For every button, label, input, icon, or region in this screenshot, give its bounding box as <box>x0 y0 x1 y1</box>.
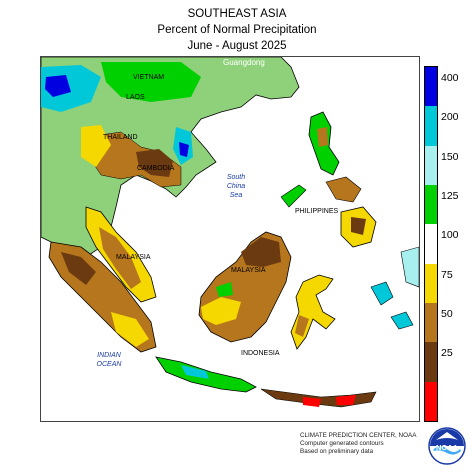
precipitation-map: Guangdong VIETNAM LAOS THAILAND CAMBODIA… <box>41 57 419 408</box>
credit-line-2: Computer generated contours <box>300 440 384 447</box>
legend-tick-label: 50 <box>441 308 453 320</box>
legend-swatch <box>425 224 437 264</box>
landmass-borneo-north-verydry <box>241 237 281 267</box>
legend-swatch <box>425 145 437 185</box>
label-south-china-sea-1: South <box>227 174 245 181</box>
landmass-maluku <box>370 281 414 330</box>
credit-block: CLIMATE PREDICTION CENTER, NOAA Computer… <box>300 432 416 456</box>
legend-tick-label: 75 <box>441 268 453 281</box>
map-title: SOUTHEAST ASIA Percent of Normal Precipi… <box>0 6 474 54</box>
landmass-thailand-yellow <box>81 125 111 167</box>
landmass-philippines-luzon-dry <box>317 127 328 147</box>
label-indonesia: INDONESIA <box>241 350 280 357</box>
label-indian-ocean-1: INDIAN <box>97 352 122 359</box>
label-guangdong: Guangdong <box>223 58 265 67</box>
label-philippines: PHILIPPINES <box>295 208 339 215</box>
legend-swatch <box>425 106 437 146</box>
landmass-borneo-green <box>216 282 233 297</box>
landmass-indochina-green <box>101 62 201 102</box>
legend-swatch <box>425 342 437 382</box>
map-panel: Guangdong VIETNAM LAOS THAILAND CAMBODIA… <box>40 56 420 422</box>
noaa-logo-icon: NOAA <box>428 427 466 465</box>
landmass-sulawesi <box>290 274 336 350</box>
landmass-new-guinea <box>400 246 419 288</box>
landmass-indochina-verywet <box>45 75 71 97</box>
label-vietnam: VIETNAM <box>133 74 164 81</box>
label-south-china-sea-2: China <box>227 183 245 190</box>
legend-swatch <box>425 263 437 303</box>
legend-swatch <box>425 381 437 421</box>
landmass-sumatra-south <box>111 312 149 347</box>
label-laos: LAOS <box>126 94 145 101</box>
legend-tick-label: 25 <box>441 347 453 360</box>
landmass-cambodia-verydry <box>136 149 173 177</box>
noaa-logo-text: NOAA <box>436 443 459 452</box>
legend-tick-label: 400 <box>441 72 459 84</box>
legend-swatch <box>425 303 437 343</box>
label-malaysia: MALAYSIA <box>116 254 151 261</box>
label-malaysia-borneo: MALAYSIA <box>231 267 266 274</box>
credit-line-1: CLIMATE PREDICTION CENTER, NOAA <box>300 432 417 439</box>
landmass-malay-dry <box>99 227 141 289</box>
title-period: June - August 2025 <box>187 40 287 52</box>
legend-swatch <box>425 67 437 107</box>
label-indian-ocean-2: OCEAN <box>97 361 123 368</box>
legend-color-bar <box>424 66 438 422</box>
landmass-philippines-visayas <box>325 176 362 203</box>
landmass-sulawesi-dry <box>295 315 309 337</box>
legend-swatch <box>425 185 437 225</box>
title-metric: Percent of Normal Precipitation <box>157 24 317 36</box>
landmass-lesser-sunda-red <box>303 395 356 407</box>
title-region: SOUTHEAST ASIA <box>187 8 287 20</box>
legend-tick-label: 100 <box>441 229 459 242</box>
landmass-vietnam-coast-verywet <box>179 142 189 157</box>
legend-tick-label: 150 <box>441 150 459 163</box>
label-south-china-sea-3: Sea <box>230 192 243 199</box>
label-cambodia: CAMBODIA <box>137 165 175 172</box>
landmass-java-wet <box>181 365 209 379</box>
landmass-palawan <box>280 184 307 208</box>
legend-tick-label: 125 <box>441 190 459 202</box>
legend-tick-label: 200 <box>441 111 459 124</box>
label-thailand: THAILAND <box>103 134 138 141</box>
landmass-borneo-yellow <box>201 297 241 325</box>
landmass-indochina <box>41 57 300 258</box>
landmass-sumatra-verydry <box>61 252 96 285</box>
landmass-philippines-mindanao-dry <box>351 217 366 235</box>
credit-line-3: Based on preliminary data <box>300 448 374 455</box>
